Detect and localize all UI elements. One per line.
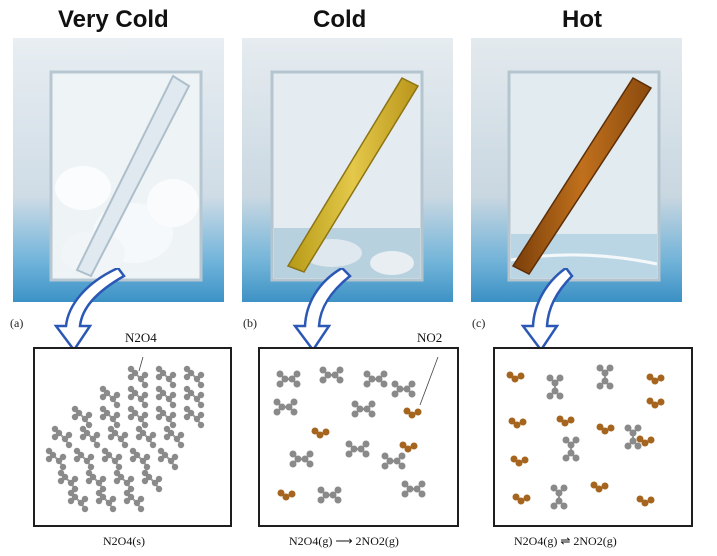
title-very-cold: Very Cold — [58, 6, 169, 33]
molecule-label-n2o4: N2O4 — [125, 330, 157, 345]
panel-label-a: (a) — [10, 316, 24, 330]
lattice-n2o4-diagram — [44, 356, 206, 514]
caption-c: N2O4(g) ⇌ 2NO2(g) — [514, 534, 617, 548]
title-hot: Hot — [562, 6, 602, 33]
panel-label-b: (b) — [243, 316, 257, 330]
molecule-label-no2: NO2 — [417, 330, 443, 345]
arrow-c-icon — [520, 268, 574, 353]
panel-label-c: (c) — [472, 316, 486, 330]
caption-b: N2O4(g) ⟶ 2NO2(g) — [289, 534, 399, 548]
gas-mixture-cold-diagram — [272, 356, 439, 505]
arrow-b-icon — [292, 268, 352, 353]
molecule-box-b — [258, 347, 459, 527]
photo-very-cold — [13, 38, 224, 302]
gas-mixture-hot-diagram — [505, 363, 666, 511]
photo-cold — [242, 38, 453, 302]
photo-hot — [471, 38, 682, 302]
arrow-a-icon — [53, 268, 126, 353]
caption-a: N2O4(s) — [103, 534, 145, 548]
title-cold: Cold — [313, 6, 367, 33]
molecule-box-c — [493, 347, 693, 527]
molecule-box-a — [33, 347, 232, 527]
